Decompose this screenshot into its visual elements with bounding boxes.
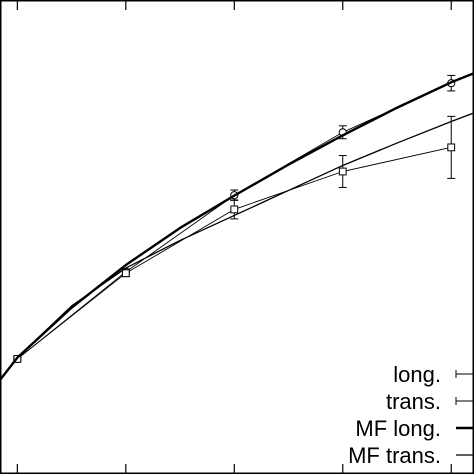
legend-item-mf-long: MF long. <box>355 416 474 441</box>
data-point-square <box>230 205 239 214</box>
legend-label: MF trans. <box>348 443 441 468</box>
series-line <box>17 82 452 360</box>
legend-item-mf-trans: MF trans. <box>348 443 474 468</box>
legend: long.trans.MF long.MF trans. <box>348 362 474 468</box>
legend-label: MF long. <box>355 416 441 441</box>
series-layer <box>0 72 474 381</box>
legend-item-trans: trans. <box>386 389 474 414</box>
series-mf-trans <box>0 112 474 380</box>
series-trans <box>13 115 456 363</box>
data-point-square <box>338 167 347 176</box>
series-line <box>17 146 452 360</box>
data-point-square <box>121 269 130 278</box>
series-mf-long <box>0 72 474 381</box>
legend-item-long: long. <box>393 362 474 387</box>
series-line <box>0 72 474 381</box>
data-point-square <box>447 143 456 152</box>
series-line <box>0 112 474 380</box>
legend-label: long. <box>393 362 441 387</box>
legend-label: trans. <box>386 389 441 414</box>
